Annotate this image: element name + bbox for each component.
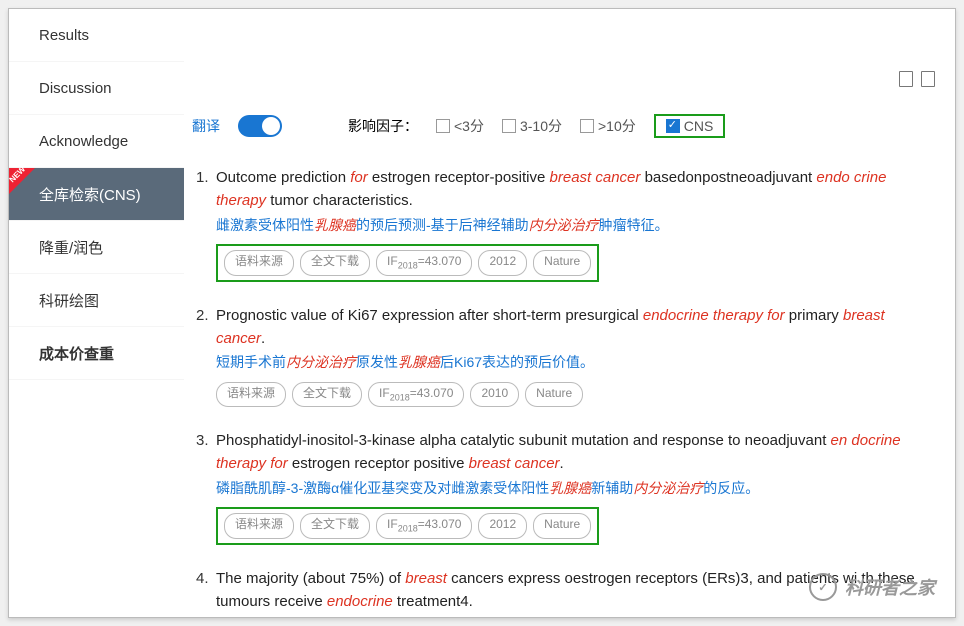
result-number: 1. (192, 166, 216, 282)
result-item: 1.Outcome prediction for estrogen recept… (192, 166, 935, 282)
result-number: 2. (192, 304, 216, 408)
watermark: ✓ 科研者之家 (809, 573, 935, 601)
result-tags: 语料来源全文下载IF2018=43.0702012Nature (216, 244, 599, 281)
sidebar-item-drawing[interactable]: 科研绘图 (9, 274, 184, 327)
delete-icon[interactable] (921, 71, 935, 87)
result-number: 4. (192, 567, 216, 617)
filter-lt3[interactable]: <3分 (436, 116, 484, 136)
result-item: 2.Prognostic value of Ki67 expression af… (192, 304, 935, 408)
tag[interactable]: 全文下载 (300, 513, 370, 538)
tag[interactable]: IF2018=43.070 (368, 382, 464, 407)
sidebar-item-discussion[interactable]: Discussion (9, 62, 184, 115)
filter-row: 翻译 影响因子： <3分 3-10分 >10分 CNS (192, 114, 935, 138)
result-item: 3.Phosphatidyl-inositol-3-kinase alpha c… (192, 429, 935, 545)
tag[interactable]: 语料来源 (216, 382, 286, 407)
result-title-zh: 磷脂酰肌醇-3-激酶α催化亚基突变及对雌激素受体阳性乳腺癌新辅助内分泌治疗的反应… (216, 478, 935, 500)
tag[interactable]: 全文下载 (292, 382, 362, 407)
sidebar-item-label: 全库检索(CNS) (39, 184, 141, 205)
sidebar-item-polish[interactable]: 降重/润色 (9, 221, 184, 274)
filter-gt10[interactable]: >10分 (580, 116, 636, 136)
tag[interactable]: Nature (533, 513, 591, 538)
result-title-en: Prognostic value of Ki67 expression afte… (216, 304, 935, 351)
tag[interactable]: 语料来源 (224, 250, 294, 275)
result-title-en: Outcome prediction for estrogen receptor… (216, 166, 935, 213)
sidebar-item-cost[interactable]: 成本价查重 (9, 327, 184, 380)
result-title-zh: 雌激素受体阳性乳腺癌的预后预测-基于后神经辅助内分泌治疗肿瘤特征。 (216, 215, 935, 237)
result-tags: 语料来源全文下载IF2018=43.0702012Nature (216, 507, 599, 544)
result-body: Outcome prediction for estrogen receptor… (216, 166, 935, 282)
tag[interactable]: 语料来源 (224, 513, 294, 538)
result-title-zh: 大多数（约75%）乳腺癌表达雌激素受体(ERs)3，这些肿瘤患者接受内分泌治疗。 (216, 615, 935, 617)
translate-toggle[interactable] (238, 115, 282, 137)
sidebar-item-acknowledge[interactable]: Acknowledge (9, 115, 184, 168)
main-panel: 翻译 影响因子： <3分 3-10分 >10分 CNS 1.Outcome pr… (184, 9, 955, 617)
tag[interactable]: IF2018=43.070 (376, 250, 472, 275)
result-body: Phosphatidyl-inositol-3-kinase alpha cat… (216, 429, 935, 545)
tag[interactable]: Nature (525, 382, 583, 407)
result-body: Prognostic value of Ki67 expression afte… (216, 304, 935, 408)
result-title-zh: 短期手术前内分泌治疗原发性乳腺癌后Ki67表达的预后价值。 (216, 352, 935, 374)
new-ribbon-icon (9, 168, 35, 194)
top-icons (899, 71, 935, 87)
wechat-icon: ✓ (809, 573, 837, 601)
result-number: 3. (192, 429, 216, 545)
tag[interactable]: 2010 (470, 382, 519, 407)
tag[interactable]: IF2018=43.070 (376, 513, 472, 538)
result-title-en: Phosphatidyl-inositol-3-kinase alpha cat… (216, 429, 935, 476)
watermark-text: 科研者之家 (845, 574, 935, 600)
copy-icon[interactable] (899, 71, 913, 87)
tag[interactable]: 2012 (478, 250, 527, 275)
app-frame: Results Discussion Acknowledge 全库检索(CNS)… (8, 8, 956, 618)
tag[interactable]: Nature (533, 250, 591, 275)
sidebar: Results Discussion Acknowledge 全库检索(CNS)… (9, 9, 184, 617)
tag[interactable]: 2012 (478, 513, 527, 538)
impact-label: 影响因子： (348, 116, 418, 136)
results-list: 1.Outcome prediction for estrogen recept… (192, 166, 935, 617)
filter-cns[interactable]: CNS (654, 114, 726, 138)
filter-3-10[interactable]: 3-10分 (502, 116, 562, 136)
tag[interactable]: 全文下载 (300, 250, 370, 275)
sidebar-item-cns-search[interactable]: 全库检索(CNS) (9, 168, 184, 221)
translate-label: 翻译 (192, 116, 220, 136)
result-tags: 语料来源全文下载IF2018=43.0702010Nature (216, 382, 935, 407)
sidebar-item-results[interactable]: Results (9, 9, 184, 62)
